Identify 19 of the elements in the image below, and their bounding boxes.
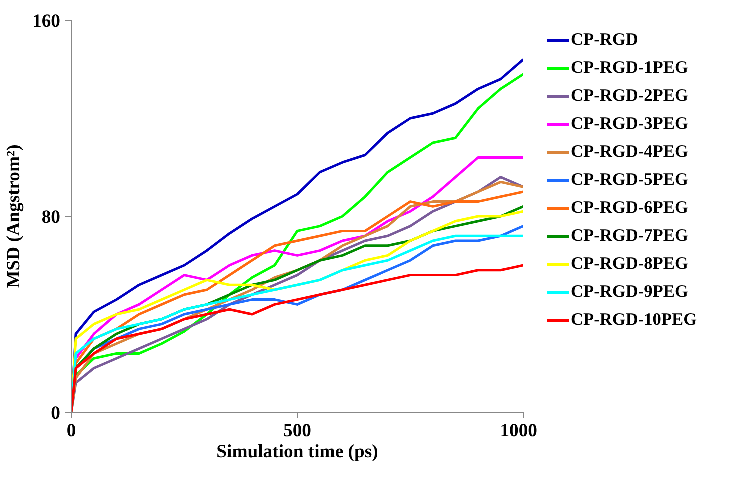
legend-label: CP-RGD-4PEG [571,142,688,162]
y-axis-title: MSD (Angstrom²) [4,144,25,288]
legend-label: CP-RGD-7PEG [571,226,688,246]
legend-label: CP-RGD-1PEG [571,58,688,78]
x-tick-label: 500 [284,420,312,442]
y-tick-label: 80 [42,207,60,228]
legend-label: CP-RGD-5PEG [571,170,688,190]
legend-label: CP-RGD-2PEG [571,86,688,106]
legend-label: CP-RGD-10PEG [571,310,698,330]
legend-label: CP-RGD-9PEG [571,282,688,302]
y-tick-label: 0 [51,403,60,424]
legend-label: CP-RGD-6PEG [571,198,688,218]
legend-label: CP-RGD-8PEG [571,254,688,274]
x-axis-title: Simulation time (ps) [216,442,378,462]
y-tick-label: 160 [32,11,60,32]
legend-label: CP-RGD-3PEG [571,114,688,134]
legend-label: CP-RGD [571,30,638,50]
x-tick-label: 0 [66,420,76,442]
x-tick-label: 1000 [500,420,538,442]
